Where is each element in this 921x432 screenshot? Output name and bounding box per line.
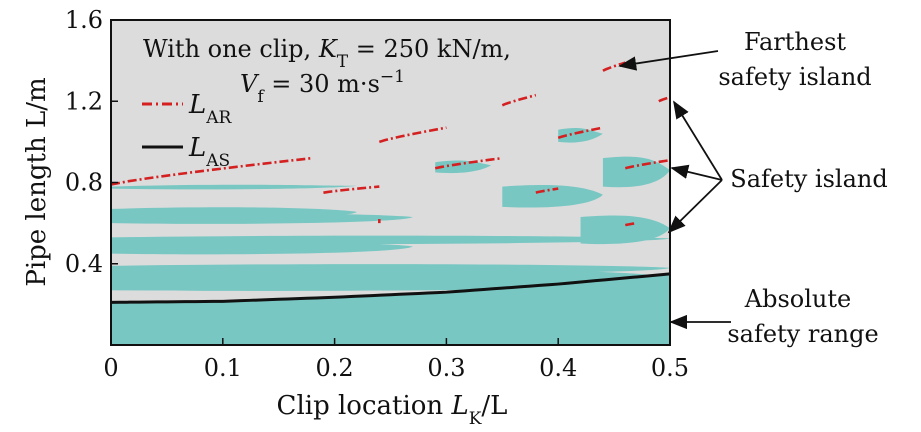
arrow-island-top: [673, 100, 723, 181]
lar-curve-segment: [557, 126, 604, 140]
safety-island-region: [111, 184, 357, 190]
safety-island-region: [111, 207, 357, 220]
safety-island-region: [502, 184, 603, 208]
safe-region-absolute: [111, 273, 670, 345]
lar-curve-segment: [535, 187, 559, 194]
safety-island-region: [435, 160, 492, 174]
las-curve-layer: [111, 272, 670, 304]
x-tick-label: 0.5: [651, 354, 689, 382]
legend-las-label: LAS: [188, 133, 230, 171]
y-tick-label: 0.4: [65, 250, 103, 278]
x-axis-ticks: 0 0.1 0.2 0.3 0.4 0.5: [103, 338, 689, 382]
lar-curve-segment: [501, 93, 537, 107]
lar-curve-segment: [434, 156, 503, 170]
arrow-farthest: [618, 50, 719, 71]
lar-curve-segment: [378, 126, 447, 144]
safety-island-region: [111, 264, 670, 275]
safety-island-region: [580, 215, 670, 245]
safety-island-region: [111, 241, 413, 255]
x-tick-label: 0.3: [427, 354, 465, 382]
y-tick-label: 0.8: [65, 169, 103, 197]
annotation-farthest-line2: safety island: [718, 63, 871, 91]
x-tick-label: 0: [103, 354, 118, 382]
lar-curve-segment: [111, 156, 313, 186]
lar-curves-layer: [111, 61, 670, 227]
y-axis-title: Pipe length L/m: [22, 77, 52, 286]
svg-text:Vf = 30 m·s−1: Vf = 30 m·s−1: [240, 67, 405, 107]
x-tick-label: 0.4: [539, 354, 577, 382]
las-curve: [111, 272, 670, 304]
x-tick-label: 0.2: [316, 354, 354, 382]
safety-island-region: [602, 156, 670, 188]
lar-curve-segment: [323, 185, 380, 194]
legend-lar-label: LAR: [188, 90, 233, 128]
x-tick-label: 0.1: [204, 354, 242, 382]
arrow-island-mid: [670, 164, 723, 181]
lar-curve-segment: [658, 95, 670, 103]
lar-curve-segment: [624, 158, 670, 170]
y-tick-label: 1.2: [65, 87, 103, 115]
safety-island-region: [558, 128, 603, 143]
y-tick-label: 1.6: [65, 6, 103, 34]
safe-regions-layer: [111, 128, 670, 345]
chart-title: With one clip, KT = 250 kN/m, Vf = 30 m·…: [143, 35, 511, 107]
legend: LAR LAS: [142, 90, 233, 171]
annotation-safety-island: Safety island: [730, 165, 887, 193]
arrow-island-low: [667, 179, 723, 234]
x-axis-title: Clip location LK/L: [277, 391, 508, 429]
annotations: Farthest safety island Safety island Abs…: [618, 28, 888, 348]
lar-curve-segment: [624, 221, 637, 227]
annotation-farthest-line1: Farthest: [744, 28, 846, 56]
annotation-absolute-line1: Absolute: [744, 285, 851, 313]
svg-text:With one clip, KT = 250 kN/m,: With one clip, KT = 250 kN/m,: [143, 35, 511, 72]
annotation-absolute-line2: safety range: [727, 320, 878, 348]
y-axis-ticks: 0.4 0.8 1.2 1.6: [65, 6, 118, 278]
